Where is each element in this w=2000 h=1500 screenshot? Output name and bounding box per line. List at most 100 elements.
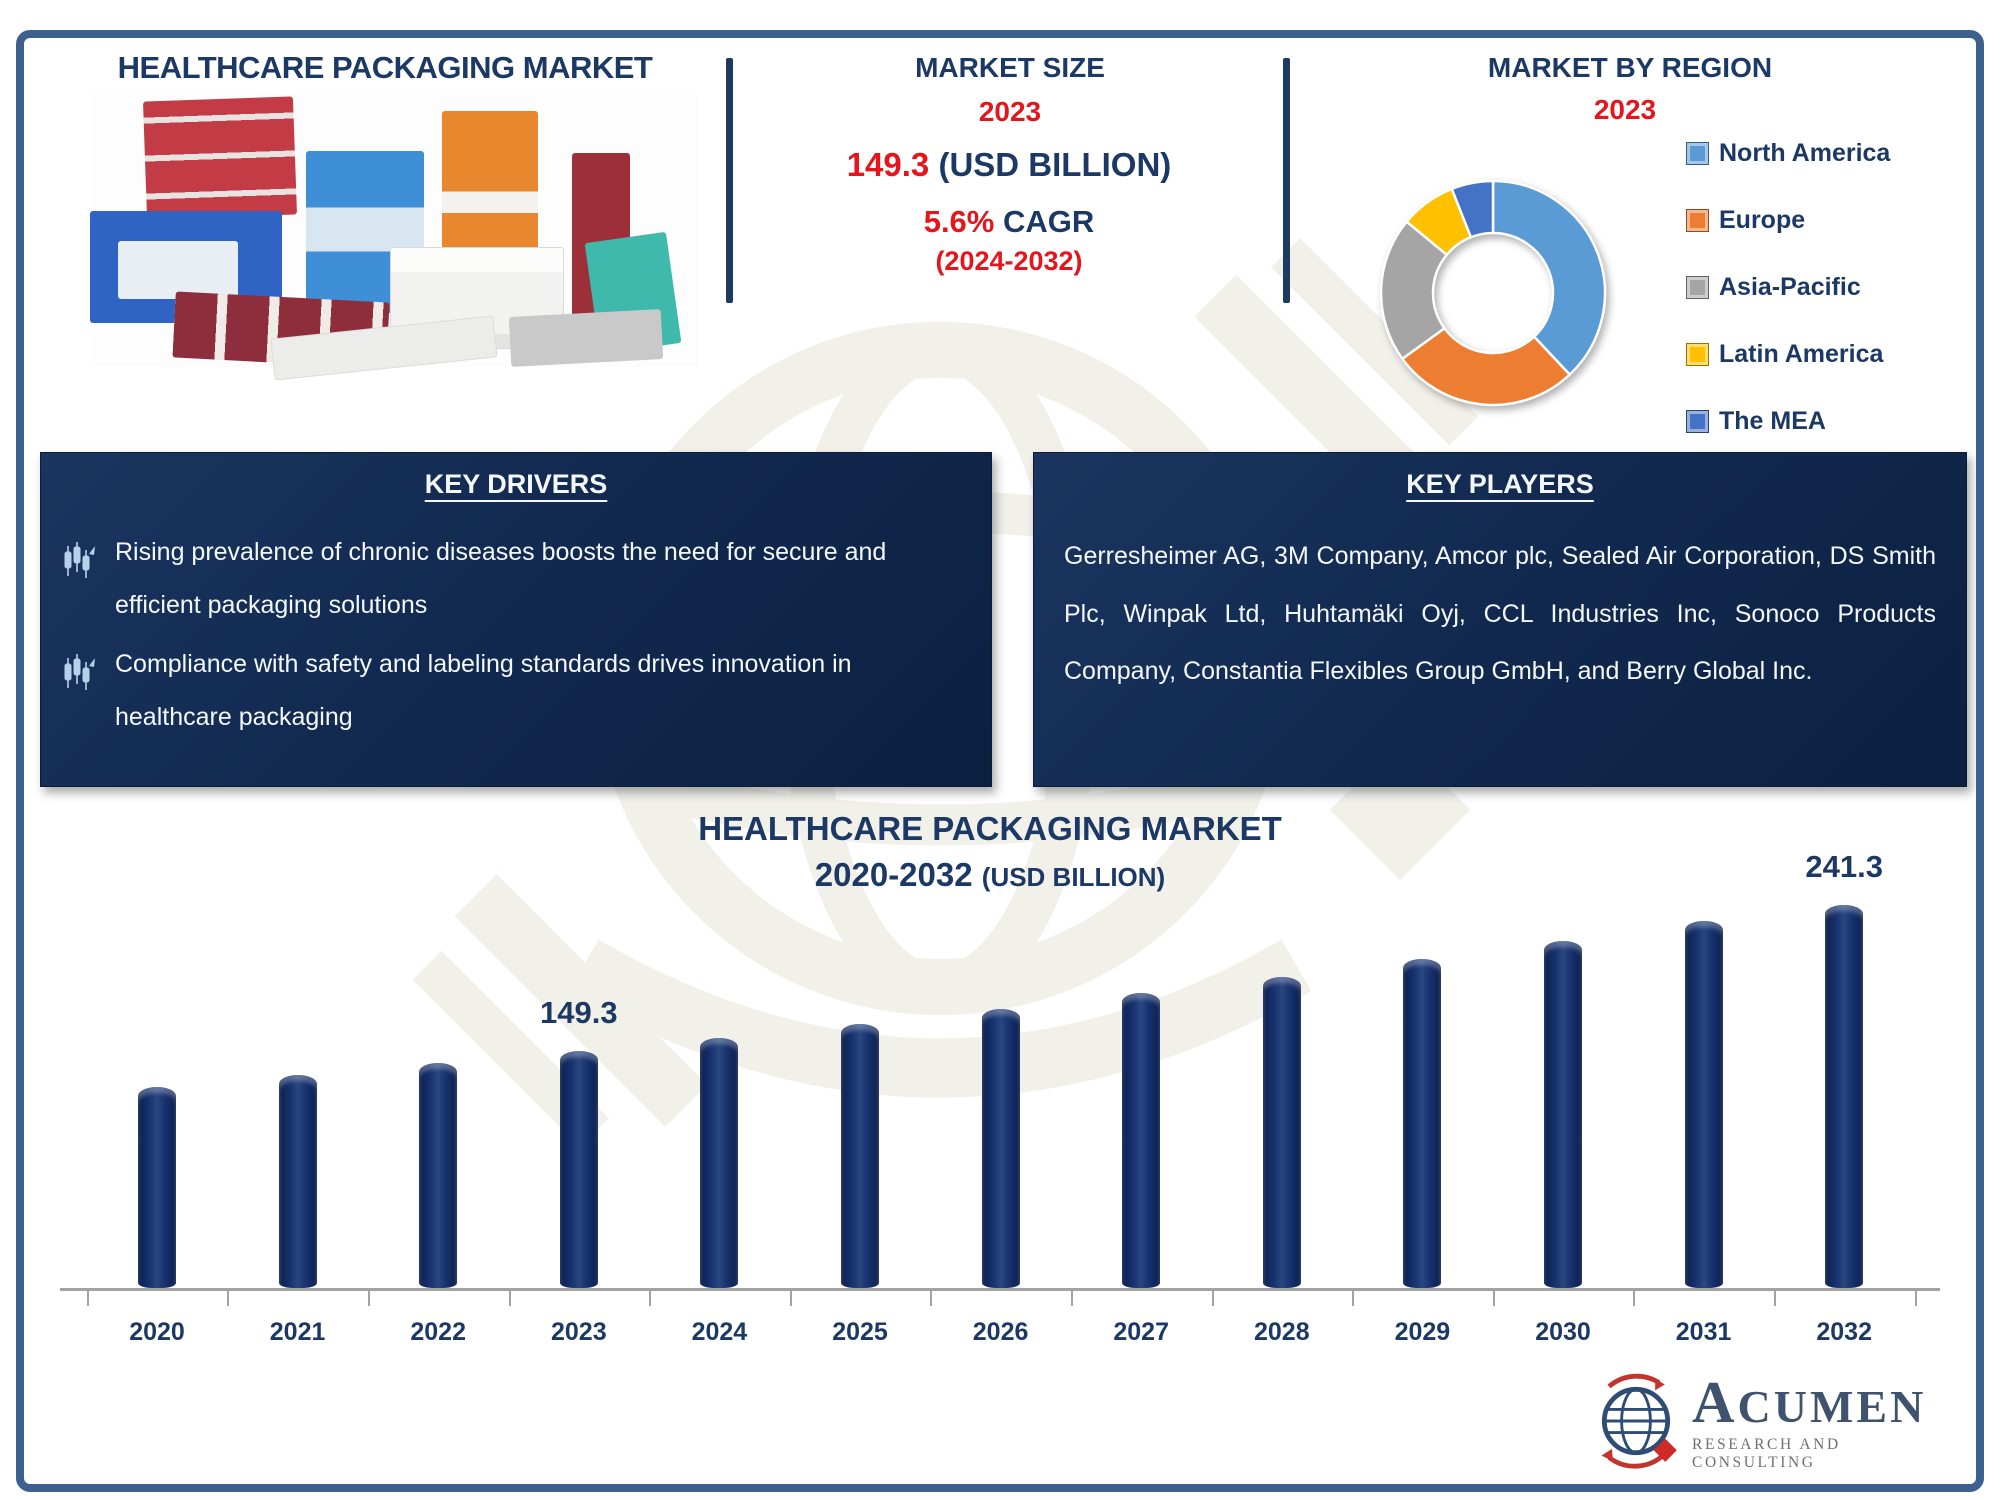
- x-tick-label: 2031: [1675, 1318, 1732, 1346]
- axis-tick: [930, 1291, 933, 1306]
- bar-2032: [1825, 905, 1864, 1288]
- axis-tick: [227, 1291, 230, 1306]
- key-drivers-heading: KEY DRIVERS: [424, 469, 608, 499]
- bar-2025: [841, 1024, 879, 1288]
- x-tick-label: 2024: [691, 1318, 748, 1346]
- globe-icon: [1588, 1373, 1684, 1474]
- bar-2020: [138, 1087, 176, 1288]
- bar-2030: [1544, 941, 1582, 1288]
- legend-item-latin-america: Latin America: [1686, 337, 1883, 371]
- legend-label: The MEA: [1719, 406, 1826, 435]
- key-drivers-panel: KEY DRIVERS: [40, 452, 992, 787]
- x-tick-label: 2025: [832, 1318, 888, 1346]
- bar-2026: [981, 1009, 1020, 1288]
- bar-2028: [1262, 977, 1301, 1288]
- x-tick-label: 2021: [269, 1318, 326, 1346]
- axis-tick: [1773, 1291, 1776, 1306]
- bar-chart-subtitle: 2020-2032 (USD BILLION): [400, 856, 1580, 894]
- bar-2031: [1684, 921, 1723, 1288]
- packaging-wipes-label: [118, 241, 238, 299]
- bar-2021: [278, 1075, 317, 1288]
- page-title: HEALTHCARE PACKAGING MARKET: [117, 50, 653, 85]
- growth-chart-icon: [61, 638, 101, 744]
- axis-tick: [1352, 1291, 1355, 1306]
- donut-slice-north-america: [1491, 179, 1607, 377]
- bar-data-label: 149.3: [540, 995, 618, 1030]
- legend-swatch: [1686, 275, 1709, 299]
- cagr-period: (2024-2032): [935, 246, 1083, 276]
- key-players-panel: KEY PLAYERS Gerresheimer AG, 3M Company,…: [1033, 452, 1967, 787]
- key-players-heading: KEY PLAYERS: [1406, 469, 1594, 499]
- section-divider: [1283, 58, 1290, 303]
- key-driver-text: Compliance with safety and labeling stan…: [115, 650, 852, 731]
- legend-label: Europe: [1719, 205, 1806, 234]
- axis-tick: [1633, 1291, 1636, 1306]
- market-by-region-heading: MARKET BY REGION: [1487, 52, 1773, 83]
- axis-tick: [1070, 1291, 1073, 1306]
- logo-tagline: RESEARCH AND CONSULTING: [1692, 1436, 1841, 1472]
- x-tick-label: 2020: [129, 1318, 185, 1346]
- bar-2027: [1122, 993, 1161, 1288]
- x-tick-label: 2028: [1253, 1318, 1310, 1346]
- x-tick-label: 2029: [1394, 1318, 1451, 1346]
- market-cagr-line: 5.6% CAGR: [734, 204, 1284, 240]
- list-item: Compliance with safety and labeling stan…: [61, 638, 957, 744]
- x-tick-label: 2026: [972, 1318, 1029, 1346]
- logo-name: ACUMEN: [1692, 1369, 1927, 1435]
- cagr-value: 5.6%: [923, 204, 995, 239]
- x-tick-label: 2027: [1113, 1318, 1169, 1346]
- product-collage-image: [90, 95, 698, 381]
- axis-tick: [649, 1291, 652, 1306]
- market-size-year: 2023: [978, 96, 1042, 127]
- section-divider: [726, 58, 733, 303]
- key-driver-text: Rising prevalence of chronic diseases bo…: [115, 538, 887, 619]
- market-by-region-year: 2023: [1593, 94, 1657, 125]
- axis-tick: [1914, 1291, 1917, 1306]
- donut-slice-europe: [1400, 326, 1572, 407]
- bar-chart-range: 2020-2032: [814, 856, 973, 893]
- legend-label: Latin America: [1719, 339, 1884, 368]
- x-tick-label: 2032: [1816, 1318, 1872, 1346]
- x-tick-label: 2023: [550, 1318, 607, 1346]
- legend-item-europe: Europe: [1686, 203, 1805, 237]
- packaging-box-red: [142, 96, 298, 220]
- axis-tick: [1492, 1291, 1495, 1306]
- bar-chart-title: HEALTHCARE PACKAGING MARKET: [698, 810, 1282, 847]
- x-axis: [60, 1288, 1940, 1291]
- axis-tick: [86, 1291, 89, 1306]
- key-drivers-list: Rising prevalence of chronic diseases bo…: [61, 526, 957, 744]
- axis-tick: [367, 1291, 370, 1306]
- legend-label: Asia-Pacific: [1719, 272, 1861, 301]
- cagr-label: CAGR: [1003, 204, 1095, 239]
- logo-text: ACUMEN RESEARCH AND CONSULTING: [1692, 1374, 1968, 1473]
- axis-tick: [508, 1291, 511, 1306]
- region-donut-chart: [1379, 179, 1607, 407]
- legend-label: North America: [1719, 138, 1891, 167]
- axis-tick: [789, 1291, 792, 1306]
- market-size-unit: (USD BILLION): [938, 146, 1172, 183]
- bar-2029: [1403, 959, 1442, 1288]
- x-tick-label: 2030: [1535, 1318, 1591, 1346]
- bar-2024: [700, 1038, 739, 1288]
- market-size-value: 149.3: [846, 146, 930, 183]
- packaging-box-orange: [442, 111, 538, 257]
- packaging-pack-gray: [508, 309, 664, 367]
- x-tick-label: 2022: [410, 1318, 466, 1346]
- bar-2022: [419, 1063, 458, 1288]
- legend-swatch: [1686, 141, 1709, 165]
- market-size-value-line: 149.3 (USD BILLION): [734, 146, 1284, 184]
- axis-tick: [1211, 1291, 1214, 1306]
- donut-slice-the-mea: [1450, 179, 1495, 239]
- legend-item-the-mea: The MEA: [1686, 404, 1826, 438]
- market-size-heading: MARKET SIZE: [915, 52, 1105, 83]
- legend-item-asia-pacific: Asia-Pacific: [1686, 270, 1861, 304]
- legend-swatch: [1686, 342, 1709, 366]
- bar-chart-unit: (USD BILLION): [981, 862, 1166, 892]
- acumen-logo: ACUMEN RESEARCH AND CONSULTING: [1588, 1372, 1968, 1474]
- legend-swatch: [1686, 208, 1709, 232]
- legend-item-north-america: North America: [1686, 136, 1890, 170]
- bar-2023: [559, 1051, 598, 1288]
- bar-data-label: 241.3: [1805, 849, 1883, 884]
- key-players-text: Gerresheimer AG, 3M Company, Amcor plc, …: [1064, 542, 1936, 685]
